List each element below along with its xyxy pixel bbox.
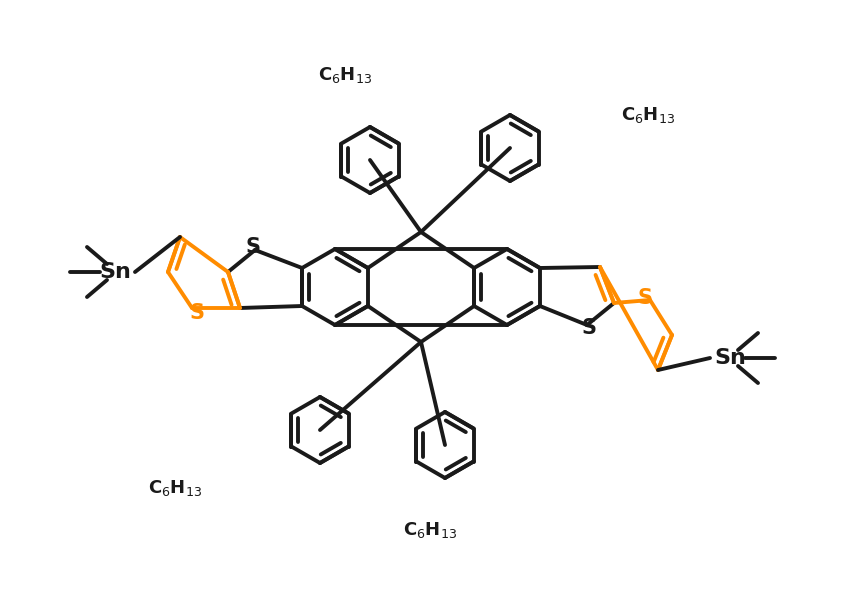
Text: C$_6$H$_{13}$: C$_6$H$_{13}$ [148,478,202,498]
Text: S: S [637,288,652,308]
Text: Sn: Sn [99,262,131,282]
Text: C$_6$H$_{13}$: C$_6$H$_{13}$ [621,105,675,125]
Text: S: S [582,318,597,338]
Text: C$_6$H$_{13}$: C$_6$H$_{13}$ [318,65,372,85]
Text: S: S [190,303,204,323]
Text: C$_6$H$_{13}$: C$_6$H$_{13}$ [403,520,457,540]
Text: Sn: Sn [714,348,746,368]
Text: S: S [246,237,261,257]
